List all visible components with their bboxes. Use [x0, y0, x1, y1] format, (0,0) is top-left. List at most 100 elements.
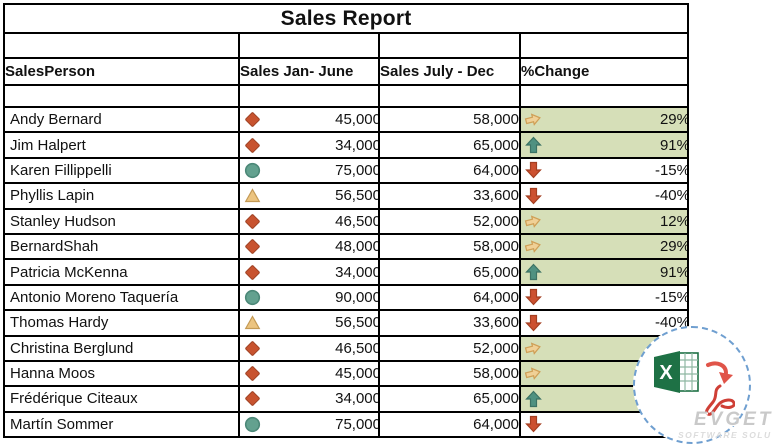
salesperson-cell[interactable]: BernardShah [3, 232, 240, 261]
jan-june-cell[interactable]: 46,500 [238, 334, 380, 362]
july-dec-value: 33,600 [473, 187, 519, 205]
jan-june-cell[interactable]: 34,000 [238, 258, 380, 286]
empty-cell[interactable] [3, 84, 240, 108]
pct-change-cell[interactable]: 29% [519, 232, 689, 261]
july-dec-cell[interactable]: 52,000 [378, 334, 521, 362]
table-row: Karen Fillippelli 75,000 64,000 -15% [3, 156, 689, 185]
pct-change-cell[interactable]: -40% [519, 309, 689, 337]
table-row: Patricia McKenna 34,000 65,000 91% [3, 258, 689, 286]
spacer-row [3, 32, 689, 59]
salesperson-cell[interactable]: Frédérique Citeaux [3, 385, 240, 413]
title-row: Sales Report [3, 3, 689, 34]
july-dec-cell[interactable]: 65,000 [378, 385, 521, 413]
jan-june-value: 34,000 [335, 263, 379, 281]
watermark-tagline-text: SOFTWARE SOLUTIONS [678, 430, 772, 440]
july-dec-cell[interactable]: 58,000 [378, 359, 521, 388]
empty-cell[interactable] [519, 84, 689, 108]
empty-cell[interactable] [519, 32, 689, 59]
arrow-right-icon [524, 111, 542, 129]
table-row: Antonio Moreno Taquería 90,000 64,000 -1… [3, 283, 689, 312]
pct-change-cell[interactable]: 91% [519, 131, 689, 159]
jan-june-cell[interactable]: 46,500 [238, 207, 380, 235]
table-row: BernardShah 48,000 58,000 29% [3, 232, 689, 261]
pct-change-cell[interactable]: 29% [519, 105, 689, 134]
july-dec-value: 64,000 [473, 288, 519, 306]
salesperson-cell[interactable]: Phyllis Lapin [3, 182, 240, 210]
july-dec-cell[interactable]: 33,600 [378, 309, 521, 337]
salesperson-name: Patricia McKenna [10, 263, 128, 281]
jan-june-cell[interactable]: 45,000 [238, 359, 380, 388]
jan-june-value: 45,000 [335, 111, 379, 129]
pct-change-cell[interactable]: -15% [519, 283, 689, 312]
column-header-salesperson[interactable]: SalesPerson [3, 57, 240, 86]
arrow-right-icon [524, 238, 542, 256]
salesperson-cell[interactable]: Christina Berglund [3, 334, 240, 362]
jan-june-cell[interactable]: 56,500 [238, 309, 380, 337]
salesperson-cell[interactable]: Stanley Hudson [3, 207, 240, 235]
july-dec-value: 58,000 [473, 365, 519, 383]
pct-change-cell[interactable]: -40% [519, 182, 689, 210]
column-header-july-dec[interactable]: Sales July - Dec [378, 57, 521, 86]
july-dec-cell[interactable]: 52,000 [378, 207, 521, 235]
salesperson-name: Antonio Moreno Taquería [10, 288, 179, 306]
july-dec-cell[interactable]: 33,600 [378, 182, 521, 210]
july-dec-cell[interactable]: 58,000 [378, 105, 521, 134]
report-title[interactable]: Sales Report [3, 3, 689, 34]
empty-cell[interactable] [378, 32, 521, 59]
salesperson-cell[interactable]: Andy Bernard [3, 105, 240, 134]
table-row: Stanley Hudson 46,500 52,000 12% [3, 207, 689, 235]
salesperson-cell[interactable]: Patricia McKenna [3, 258, 240, 286]
salesperson-name: Phyllis Lapin [10, 187, 95, 205]
july-dec-cell[interactable]: 64,000 [378, 156, 521, 185]
pct-change-cell[interactable]: -15% [519, 156, 689, 185]
july-dec-value: 52,000 [473, 339, 519, 357]
table-row: Jim Halpert 34,000 65,000 91% [3, 131, 689, 159]
salesperson-name: Jim Halpert [10, 136, 86, 154]
column-header-pct-change[interactable]: %Change [519, 57, 689, 86]
diamond-icon [243, 111, 261, 129]
salesperson-cell[interactable]: Jim Halpert [3, 131, 240, 159]
empty-cell[interactable] [238, 84, 380, 108]
salesperson-cell[interactable]: Antonio Moreno Taquería [3, 283, 240, 312]
salesperson-cell[interactable]: Martín Sommer [3, 410, 240, 439]
july-dec-value: 52,000 [473, 212, 519, 230]
empty-cell[interactable] [238, 32, 380, 59]
sales-table-body: Sales Report SalesPerson Sales Jan- June… [3, 3, 689, 439]
salesperson-name: Christina Berglund [10, 339, 134, 357]
salesperson-cell[interactable]: Thomas Hardy [3, 309, 240, 337]
acrobat-pdf-logo-icon [701, 384, 736, 425]
jan-june-cell[interactable]: 34,000 [238, 131, 380, 159]
jan-june-value: 48,000 [335, 238, 379, 256]
jan-june-cell[interactable]: 56,500 [238, 182, 380, 210]
arrow-up-icon [524, 390, 542, 408]
july-dec-cell[interactable]: 65,000 [378, 131, 521, 159]
july-dec-cell[interactable]: 64,000 [378, 283, 521, 312]
spacer-row [3, 84, 689, 108]
triangle-icon [243, 314, 261, 332]
salesperson-cell[interactable]: Hanna Moos [3, 359, 240, 388]
table-row: Martín Sommer 75,000 64,000 -15% [3, 410, 689, 439]
jan-june-cell[interactable]: 75,000 [238, 410, 380, 439]
salesperson-name: BernardShah [10, 238, 99, 256]
jan-june-cell[interactable]: 45,000 [238, 105, 380, 134]
jan-june-cell[interactable]: 34,000 [238, 385, 380, 413]
jan-june-cell[interactable]: 75,000 [238, 156, 380, 185]
column-header-jan-june[interactable]: Sales Jan- June [238, 57, 380, 86]
july-dec-value: 64,000 [473, 161, 519, 179]
arrow-right-icon [524, 339, 542, 357]
salesperson-cell[interactable]: Karen Fillippelli [3, 156, 240, 185]
empty-cell[interactable] [3, 32, 240, 59]
jan-june-cell[interactable]: 48,000 [238, 232, 380, 261]
july-dec-cell[interactable]: 65,000 [378, 258, 521, 286]
pct-change-cell[interactable]: 12% [519, 207, 689, 235]
empty-cell[interactable] [378, 84, 521, 108]
circle-icon [243, 288, 261, 306]
pct-change-value: 29% [659, 238, 688, 256]
pct-change-cell[interactable]: 91% [519, 258, 689, 286]
diamond-icon [243, 136, 261, 154]
diamond-icon [243, 263, 261, 281]
july-dec-cell[interactable]: 58,000 [378, 232, 521, 261]
july-dec-cell[interactable]: 64,000 [378, 410, 521, 439]
jan-june-cell[interactable]: 90,000 [238, 283, 380, 312]
arrow-down-icon [524, 415, 542, 433]
